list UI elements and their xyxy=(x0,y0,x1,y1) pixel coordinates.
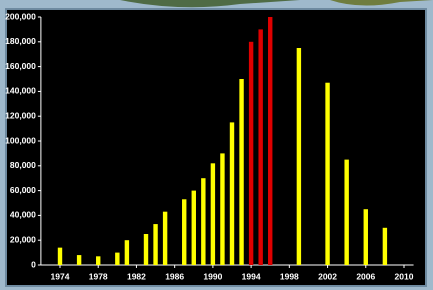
bar xyxy=(249,42,253,265)
y-tick-label: 80,000 xyxy=(10,160,36,170)
bar xyxy=(163,212,167,265)
y-tick-label: 160,000 xyxy=(5,61,36,71)
bar xyxy=(115,253,119,265)
x-tick-label: 1974 xyxy=(51,271,70,281)
bar xyxy=(230,122,234,265)
bar xyxy=(297,48,301,265)
bar xyxy=(96,256,100,265)
y-tick-label: 200,000 xyxy=(5,11,36,21)
bar xyxy=(153,224,157,265)
chart: 0 20,000 40,000 60,000 80,000 100,000 120,000 1… xyxy=(0,0,433,290)
bar xyxy=(58,248,62,265)
x-tick-label: 2010 xyxy=(395,271,414,281)
bar xyxy=(383,228,387,265)
y-tick-label: 140,000 xyxy=(5,86,36,96)
x-tick-label: 1990 xyxy=(203,271,222,281)
bar xyxy=(268,17,272,265)
x-tick-label: 2006 xyxy=(356,271,375,281)
bar xyxy=(211,163,215,265)
bar xyxy=(144,234,148,265)
bar xyxy=(192,191,196,265)
bar xyxy=(182,199,186,265)
bar xyxy=(125,240,129,265)
y-tick-label: 20,000 xyxy=(10,234,36,244)
bar xyxy=(325,83,329,265)
x-tick-label: 1982 xyxy=(127,271,146,281)
plot-background xyxy=(6,9,426,286)
x-tick-label: 1986 xyxy=(165,271,184,281)
bar xyxy=(220,153,224,265)
x-tick-label: 1998 xyxy=(280,271,299,281)
x-tick-label: 1994 xyxy=(242,271,261,281)
x-tick-label: 1978 xyxy=(89,271,108,281)
bar xyxy=(344,160,348,265)
y-tick-label: 0 xyxy=(31,259,36,269)
bar xyxy=(77,255,81,265)
bar xyxy=(239,79,243,265)
x-tick-label: 2002 xyxy=(318,271,337,281)
bar xyxy=(201,178,205,265)
y-tick-label: 120,000 xyxy=(5,110,36,120)
y-tick-label: 180,000 xyxy=(5,36,36,46)
y-tick-label: 100,000 xyxy=(5,135,36,145)
y-tick-label: 40,000 xyxy=(10,210,36,220)
y-tick-label: 60,000 xyxy=(10,185,36,195)
bar xyxy=(258,29,262,265)
bar xyxy=(364,209,368,265)
